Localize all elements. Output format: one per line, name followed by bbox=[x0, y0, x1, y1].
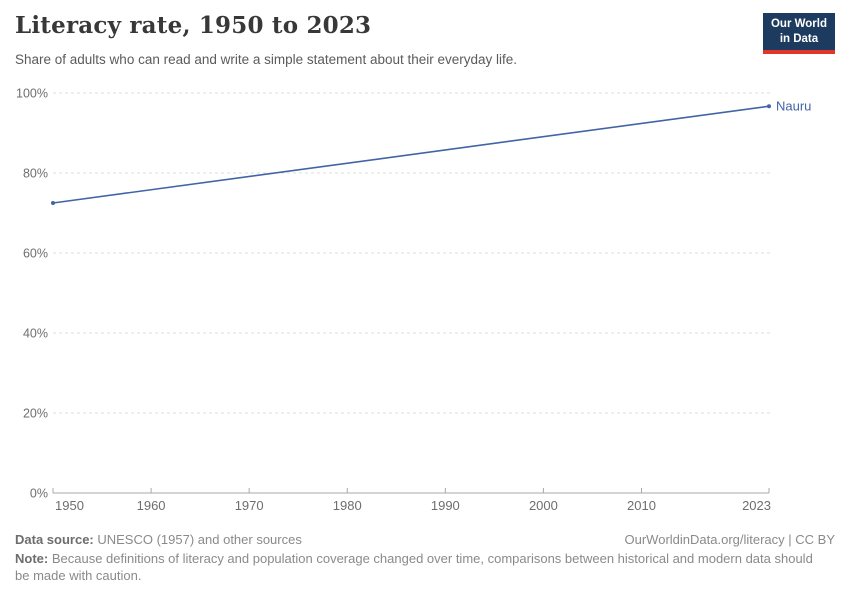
series-end-label: Nauru bbox=[776, 99, 811, 114]
data-source-text: UNESCO (1957) and other sources bbox=[93, 532, 302, 547]
note-text: Because definitions of literacy and popu… bbox=[15, 551, 813, 583]
x-axis-tick-label: 2000 bbox=[529, 498, 558, 513]
data-source-label: Data source: bbox=[15, 532, 94, 547]
owid-logo-line1: Our World bbox=[770, 18, 827, 30]
x-axis-tick-label: 1980 bbox=[333, 498, 362, 513]
note-label: Note: bbox=[15, 551, 49, 566]
y-axis-tick-label: 0% bbox=[30, 487, 48, 501]
owid-logo[interactable]: Our World in Data bbox=[762, 13, 835, 54]
x-axis-tick-label: 1970 bbox=[235, 498, 264, 513]
x-axis-tick-label: 2010 bbox=[627, 498, 656, 513]
data-point[interactable] bbox=[767, 104, 771, 109]
page-title: Literacy rate, 1950 to 2023 bbox=[15, 12, 372, 39]
x-axis-tick-label: 2023 bbox=[742, 498, 771, 513]
chart-footer: Data source: UNESCO (1957) and other sou… bbox=[15, 532, 835, 584]
data-point[interactable] bbox=[51, 201, 55, 205]
data-line-nauru[interactable] bbox=[52, 105, 770, 204]
owid-logo-line2: in Data bbox=[779, 32, 819, 45]
y-axis-tick-label: 20% bbox=[23, 407, 48, 421]
owid-license-link[interactable]: OurWorldinData.org/literacy | CC BY bbox=[624, 532, 835, 547]
x-axis-tick-label: 1960 bbox=[137, 498, 166, 513]
chart-subtitle: Share of adults who can read and write a… bbox=[15, 52, 518, 67]
y-axis-tick-label: 40% bbox=[23, 327, 48, 341]
chart-note: Note: Because definitions of literacy an… bbox=[15, 551, 823, 584]
data-source-line: Data source: UNESCO (1957) and other sou… bbox=[15, 532, 302, 547]
x-axis-tick-label: 1990 bbox=[431, 498, 460, 513]
y-axis-tick-label: 100% bbox=[16, 87, 48, 101]
y-axis-tick-label: 60% bbox=[23, 247, 48, 261]
x-axis-tick-label: 1950 bbox=[55, 498, 84, 513]
y-axis-tick-label: 80% bbox=[23, 167, 48, 181]
